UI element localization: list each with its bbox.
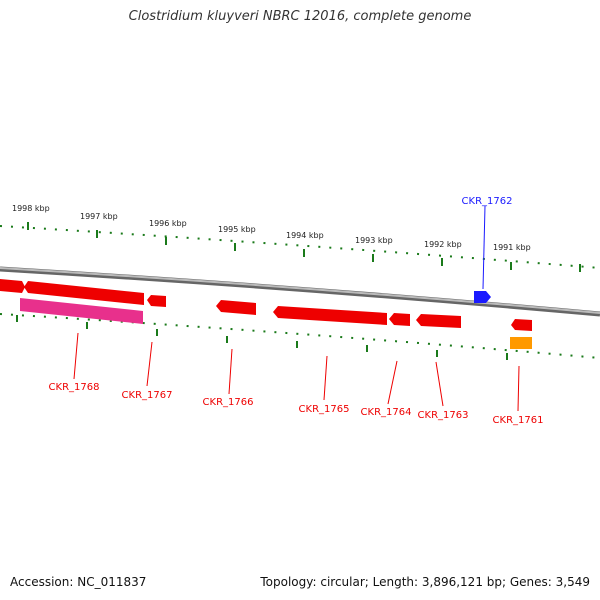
gene-ckr-1761[interactable] <box>511 319 532 331</box>
label-leader <box>387 360 398 405</box>
kbp-label: 1997 kbp <box>80 212 118 221</box>
label-leader <box>517 365 520 412</box>
label-leader <box>228 348 233 395</box>
page-title: Clostridium kluyveri NBRC 12016, complet… <box>128 9 472 24</box>
gene-label-ckr-1763: CKR_1763 <box>418 410 469 421</box>
gene-ckr-1763[interactable] <box>416 314 461 328</box>
label-leader <box>435 361 444 407</box>
gene-label-ckr-1761: CKR_1761 <box>493 415 544 426</box>
gene-ckr-1768[interactable] <box>20 298 143 324</box>
genome-summary-text: Topology: circular; Length: 3,896,121 bp… <box>260 575 590 589</box>
label-leader <box>482 205 486 290</box>
kbp-label: 1998 kbp <box>12 204 50 213</box>
gene-ckr-1765[interactable] <box>273 306 387 325</box>
gene-red[interactable] <box>0 279 25 293</box>
upper-tick-track <box>0 222 600 272</box>
gene-red[interactable] <box>147 295 166 307</box>
label-leader <box>323 355 328 401</box>
kbp-label: 1991 kbp <box>493 243 531 252</box>
gene-ckr-1762[interactable] <box>474 291 491 303</box>
kbp-label: 1994 kbp <box>286 231 324 240</box>
kbp-label: 1995 kbp <box>218 225 256 234</box>
kbp-label: 1992 kbp <box>424 240 462 249</box>
gene-label-ckr-1764: CKR_1764 <box>361 407 412 418</box>
label-leader <box>146 341 153 387</box>
gene-ckr-1764[interactable] <box>389 313 410 326</box>
gene-red[interactable] <box>24 281 144 305</box>
gene-label-ckr-1768: CKR_1768 <box>49 382 100 393</box>
accession-text: Accession: NC_011837 <box>10 575 147 589</box>
gene-label-ckr-1765: CKR_1765 <box>299 404 350 415</box>
kbp-label: 1993 kbp <box>355 236 393 245</box>
gene-label-ckr-1767: CKR_1767 <box>122 390 173 401</box>
lower-tick-track <box>0 313 600 360</box>
gene-ckr-1766[interactable] <box>216 300 256 315</box>
gene-orange[interactable] <box>510 337 532 349</box>
kbp-label: 1996 kbp <box>149 219 187 228</box>
gene-label-ckr-1762: CKR_1762 <box>462 196 513 207</box>
label-leader <box>73 332 79 380</box>
gene-label-ckr-1766: CKR_1766 <box>203 397 254 408</box>
